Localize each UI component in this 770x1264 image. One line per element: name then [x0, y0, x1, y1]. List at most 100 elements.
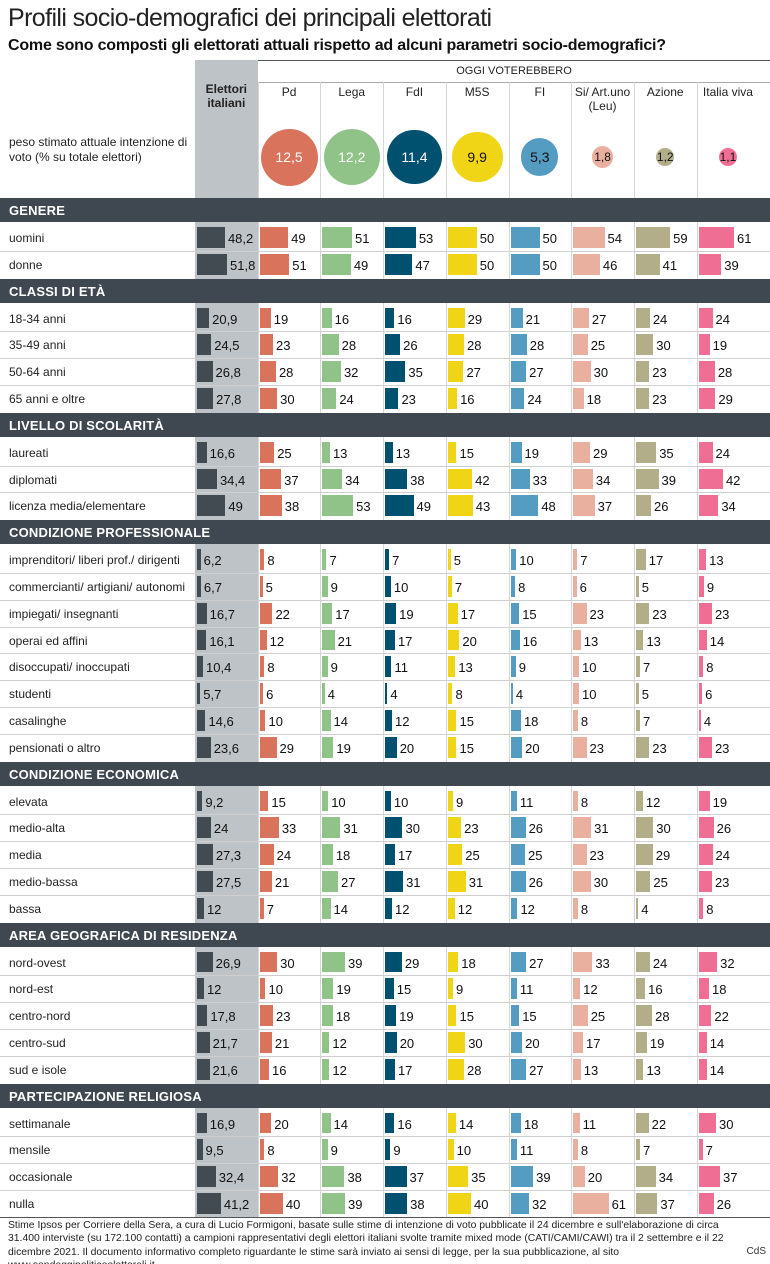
- value-italiaviva: 4: [703, 714, 712, 729]
- bar-italiaviva: [698, 1139, 703, 1161]
- value-siart: 8: [580, 794, 589, 810]
- row-separator: [0, 707, 770, 708]
- value-elettori: 16,1: [209, 633, 235, 649]
- value-m5s: 30: [468, 1036, 483, 1051]
- category-label: LIVELLO DI SCOLARITÀ: [9, 417, 164, 433]
- vote-bubble-azione: 1,2: [656, 148, 675, 166]
- bar-fdi: [385, 656, 392, 678]
- value-lega: 12: [332, 1036, 347, 1051]
- bar-italiaviva: [698, 1058, 707, 1080]
- bar-italiaviva: [698, 951, 718, 973]
- bar-fdi: [385, 951, 402, 973]
- bar-fi: [510, 951, 527, 973]
- value-italiaviva: 23: [714, 606, 730, 622]
- bar-siart: [573, 1139, 578, 1161]
- bar-m5s: [447, 361, 464, 382]
- bar-lega: [322, 1058, 330, 1080]
- value-lega: 18: [335, 1009, 351, 1025]
- value-italiaviva: 24: [715, 848, 730, 864]
- value-fdi: 19: [399, 1009, 414, 1025]
- value-pd: 49: [291, 231, 306, 246]
- value-m5s: 5: [453, 553, 461, 569]
- bar-elettori: [197, 1005, 208, 1026]
- value-lega: 28: [341, 338, 357, 354]
- value-elettori: 9,5: [205, 1143, 224, 1159]
- value-fdi: 26: [403, 338, 418, 354]
- value-azione: 41: [662, 257, 678, 273]
- bar-pd: [259, 441, 275, 463]
- header-top-rule: [258, 60, 770, 61]
- vote-bubble-italiaviva: 1,1: [718, 148, 737, 166]
- page-subtitle: Come sono composti gli elettorati attual…: [8, 37, 666, 54]
- bar-fdi: [385, 361, 406, 382]
- table-bottom-rule: [0, 1216, 770, 1218]
- vote-bubble-siart: 1,8: [591, 146, 614, 168]
- bar-m5s: [447, 602, 458, 624]
- bar-siart: [573, 978, 581, 1000]
- row-separator: [0, 1136, 770, 1138]
- bar-italiaviva: [698, 227, 734, 248]
- bar-fdi: [385, 388, 399, 409]
- row-label: 50-64 anni: [9, 365, 66, 380]
- value-fdi: 12: [395, 714, 410, 729]
- bar-pd: [259, 844, 274, 865]
- bar-fi: [510, 441, 522, 463]
- bar-pd: [259, 1112, 272, 1134]
- value-fdi: 16: [397, 311, 412, 327]
- bar-siart: [573, 897, 578, 919]
- bar-m5s: [447, 1058, 465, 1080]
- bar-azione: [635, 951, 650, 973]
- value-pd: 15: [271, 794, 286, 810]
- value-siart: 10: [582, 687, 597, 703]
- bar-m5s: [447, 871, 466, 892]
- bar-m5s: [447, 656, 456, 678]
- value-m5s: 25: [465, 848, 480, 864]
- value-fdi: 16: [397, 1116, 412, 1132]
- bar-italiaviva: [698, 576, 704, 597]
- value-fdi: 13: [395, 445, 411, 461]
- bar-lega: [322, 817, 341, 839]
- row-separator: [0, 733, 770, 735]
- bar-fi: [510, 1166, 534, 1187]
- value-italiaviva: 14: [709, 1036, 725, 1051]
- bar-italiaviva: [698, 549, 707, 570]
- value-m5s: 16: [460, 392, 475, 407]
- value-fdi: 20: [399, 1036, 415, 1051]
- bar-fi: [510, 253, 540, 275]
- value-fi: 18: [523, 714, 539, 729]
- bar-m5s: [447, 1005, 457, 1026]
- bar-elettori: [197, 1166, 216, 1187]
- value-m5s: 10: [456, 1143, 472, 1159]
- bar-lega: [322, 441, 330, 463]
- value-elettori: 24: [213, 821, 229, 837]
- bar-fdi: [385, 897, 393, 919]
- bar-fdi: [385, 817, 403, 839]
- category-band: [0, 761, 770, 786]
- value-pd: 37: [284, 472, 299, 488]
- value-fdi: 17: [397, 848, 413, 864]
- bar-lega: [322, 710, 331, 731]
- value-m5s: 15: [459, 740, 474, 756]
- row-separator: [0, 653, 770, 655]
- bar-m5s: [447, 227, 477, 248]
- value-elettori: 27,5: [215, 875, 242, 890]
- value-lega: 18: [335, 848, 351, 864]
- bar-lega: [322, 951, 345, 973]
- bar-elettori: [197, 629, 207, 651]
- value-italiaviva: 14: [709, 633, 725, 649]
- value-lega: 17: [335, 606, 350, 622]
- value-italiaviva: 24: [715, 311, 730, 327]
- category-label: AREA GEOGRAFICA DI RESIDENZA: [9, 927, 238, 943]
- bar-azione: [635, 629, 644, 651]
- value-siart: 30: [593, 875, 609, 890]
- value-m5s: 17: [460, 606, 476, 622]
- value-pd: 32: [281, 1170, 296, 1186]
- value-m5s: 50: [479, 231, 495, 246]
- value-lega: 7: [329, 553, 337, 569]
- bar-m5s: [447, 1139, 454, 1161]
- value-italiaviva: 24: [715, 445, 730, 461]
- value-fi: 27: [529, 365, 544, 381]
- value-elettori: 20,9: [212, 311, 238, 327]
- category-band: [0, 198, 770, 222]
- value-fdi: 37: [409, 1170, 425, 1186]
